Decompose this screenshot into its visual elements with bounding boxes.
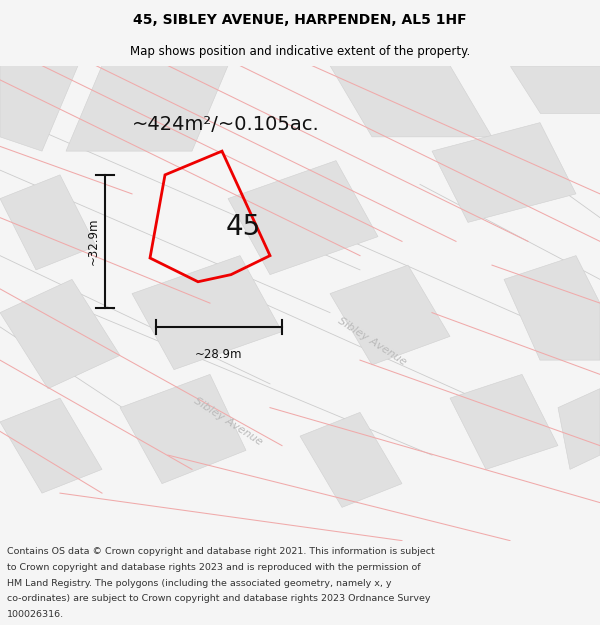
Polygon shape — [66, 66, 228, 151]
Polygon shape — [0, 279, 120, 389]
Polygon shape — [120, 374, 246, 484]
Text: to Crown copyright and database rights 2023 and is reproduced with the permissio: to Crown copyright and database rights 2… — [7, 563, 421, 572]
Text: co-ordinates) are subject to Crown copyright and database rights 2023 Ordnance S: co-ordinates) are subject to Crown copyr… — [7, 594, 431, 603]
Polygon shape — [558, 389, 600, 469]
Polygon shape — [0, 398, 102, 493]
Polygon shape — [300, 412, 402, 508]
Text: ~32.9m: ~32.9m — [86, 217, 100, 265]
Text: ~28.9m: ~28.9m — [195, 348, 243, 361]
Text: Contains OS data © Crown copyright and database right 2021. This information is : Contains OS data © Crown copyright and d… — [7, 548, 435, 556]
Polygon shape — [510, 66, 600, 113]
Text: 45, SIBLEY AVENUE, HARPENDEN, AL5 1HF: 45, SIBLEY AVENUE, HARPENDEN, AL5 1HF — [133, 13, 467, 27]
Polygon shape — [432, 122, 576, 222]
Polygon shape — [132, 256, 282, 369]
Polygon shape — [0, 175, 96, 270]
Polygon shape — [330, 66, 492, 137]
Text: ~424m²/~0.105ac.: ~424m²/~0.105ac. — [132, 116, 320, 134]
Polygon shape — [0, 66, 78, 151]
Polygon shape — [330, 265, 450, 365]
Text: Map shows position and indicative extent of the property.: Map shows position and indicative extent… — [130, 44, 470, 58]
Text: HM Land Registry. The polygons (including the associated geometry, namely x, y: HM Land Registry. The polygons (includin… — [7, 579, 392, 587]
Polygon shape — [504, 256, 600, 360]
Polygon shape — [450, 374, 558, 469]
Text: 100026316.: 100026316. — [7, 610, 64, 619]
Polygon shape — [228, 161, 378, 274]
Text: Sibley Avenue: Sibley Avenue — [336, 315, 408, 367]
Text: 45: 45 — [226, 213, 260, 241]
Text: Sibley Avenue: Sibley Avenue — [192, 396, 264, 448]
